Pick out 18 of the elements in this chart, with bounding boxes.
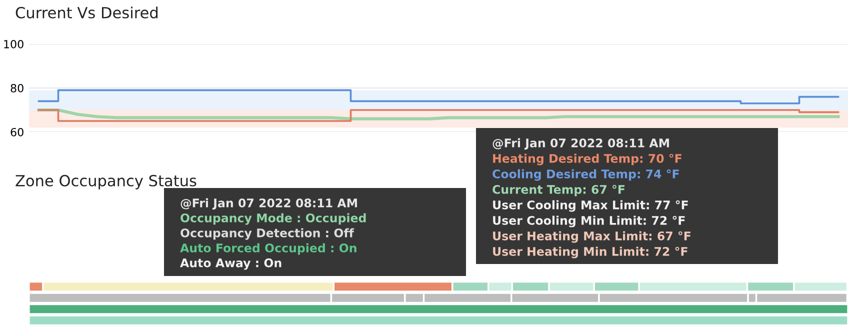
text: Occupancy Mode : Occupied [180,213,366,225]
text: Auto Forced Occupied : On [180,243,356,255]
text: User Heating Min Limit: 72 °F [493,246,688,258]
text: User Cooling Max Limit: 77 °F [493,200,688,212]
y-tick-label: 80 [10,84,24,92]
text: Occupancy Detection : Off [180,228,354,240]
chart-title: Zone Occupancy Status [16,174,196,190]
chart-title: Current Vs Desired [16,6,158,18]
text: User Cooling Min Limit: 72 °F [493,216,685,228]
text: @Fri Jan 07 2022 08:11 AM [180,198,357,210]
text: User Heating Max Limit: 67 °F [493,231,690,243]
text: Cooling Desired Temp: 74 °F [492,169,679,181]
text: Auto Away : On [180,258,282,270]
y-tick-label: 60 [10,128,24,136]
text: @Fri Jan 07 2022 08:11 AM [492,138,669,150]
y-tick-label: 100 [4,40,24,48]
text: Current Temp: 67 °F [492,184,624,196]
text: Heating Desired Temp: 70 °F [493,154,682,166]
